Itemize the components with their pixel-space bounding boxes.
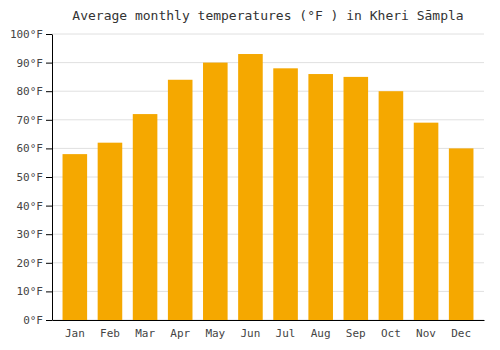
tick: 40°F xyxy=(17,200,53,213)
bar xyxy=(414,123,439,320)
tick-label: Aug xyxy=(311,327,331,340)
tick: Jul xyxy=(276,327,296,340)
bar xyxy=(449,148,474,320)
tick-mark xyxy=(46,320,52,321)
tick-mark xyxy=(46,177,52,178)
bar xyxy=(168,80,193,320)
bars xyxy=(63,54,474,320)
tick: 50°F xyxy=(17,171,53,184)
tick: 90°F xyxy=(17,57,53,70)
tick-label: 60°F xyxy=(17,142,44,155)
bar xyxy=(379,91,404,320)
tick-label: 0°F xyxy=(23,314,43,327)
y-axis: 0°F 10°F 20°F 30°F 40°F 50°F 60°F 70°F 80°F 90°F 1… xyxy=(10,28,53,327)
tick-mark xyxy=(46,263,52,264)
tick-label: Nov xyxy=(416,327,436,340)
tick-label: Feb xyxy=(100,327,120,340)
tick-label: 90°F xyxy=(17,57,44,70)
tick: 30°F xyxy=(17,228,53,241)
tick-label: Mar xyxy=(135,327,155,340)
bar xyxy=(344,77,369,320)
tick: Feb xyxy=(100,327,120,340)
tick: Sep xyxy=(346,327,366,340)
bar xyxy=(308,74,333,320)
tick-label: 40°F xyxy=(17,200,44,213)
bar xyxy=(238,54,263,320)
tick-label: May xyxy=(205,327,225,340)
tick: Jan xyxy=(65,327,85,340)
tick-label: Jan xyxy=(65,327,85,340)
tick-label: 50°F xyxy=(17,171,44,184)
grid-line xyxy=(52,91,484,92)
tick: 100°F xyxy=(10,28,52,41)
tick: 70°F xyxy=(17,114,53,127)
bar xyxy=(98,143,123,320)
tick: Apr xyxy=(170,327,190,340)
plot: 0°F 10°F 20°F 30°F 40°F 50°F 60°F 70°F 80°F 90°F 1… xyxy=(10,28,485,340)
title: Average monthly temperatures (°F ) in Kh… xyxy=(72,8,463,23)
tick: 0°F xyxy=(23,314,52,327)
bar xyxy=(203,63,228,320)
tick-label: 10°F xyxy=(17,285,44,298)
tick: Oct xyxy=(381,327,401,340)
bar xyxy=(63,154,88,320)
tick-label: 20°F xyxy=(17,257,44,270)
grid-line xyxy=(52,119,484,120)
x-axis: Jan Feb Mar Apr May Jun Jul Aug Sep Oct Nov Dec xyxy=(53,321,485,340)
tick-label: Jul xyxy=(276,327,296,340)
tick: Jun xyxy=(241,327,261,340)
tick: 60°F xyxy=(17,142,53,155)
tick-mark xyxy=(46,91,52,92)
grid-line xyxy=(52,62,484,63)
tick-mark xyxy=(46,234,52,235)
bar xyxy=(273,68,298,320)
tick-label: Oct xyxy=(381,327,401,340)
axis-line xyxy=(53,320,485,321)
tick-mark xyxy=(46,63,52,64)
tick: 20°F xyxy=(17,257,53,270)
grid-line xyxy=(52,34,484,35)
axis-line xyxy=(52,35,53,321)
tick-mark xyxy=(46,206,52,207)
tick: Mar xyxy=(135,327,155,340)
tick-label: 70°F xyxy=(17,114,44,127)
tick-label: 30°F xyxy=(17,228,44,241)
tick-label: 80°F xyxy=(17,85,44,98)
tick: Aug xyxy=(311,327,331,340)
tick: 80°F xyxy=(17,85,53,98)
tick-label: Dec xyxy=(451,327,471,340)
tick-label: 100°F xyxy=(10,28,43,41)
grid xyxy=(52,34,484,320)
tick-label: Sep xyxy=(346,327,366,340)
chart: 0°F 10°F 20°F 30°F 40°F 50°F 60°F 70°F 80°F 90°F 1… xyxy=(0,0,500,350)
tick-mark xyxy=(46,34,52,35)
tick: 10°F xyxy=(17,285,53,298)
tick-mark xyxy=(46,291,52,292)
tick: May xyxy=(205,327,225,340)
tick-mark xyxy=(46,148,52,149)
bar xyxy=(133,114,158,320)
tick-mark xyxy=(46,120,52,121)
tick: Nov xyxy=(416,327,436,340)
tick: Dec xyxy=(451,327,471,340)
tick-label: Jun xyxy=(241,327,261,340)
tick-label: Apr xyxy=(170,327,190,340)
